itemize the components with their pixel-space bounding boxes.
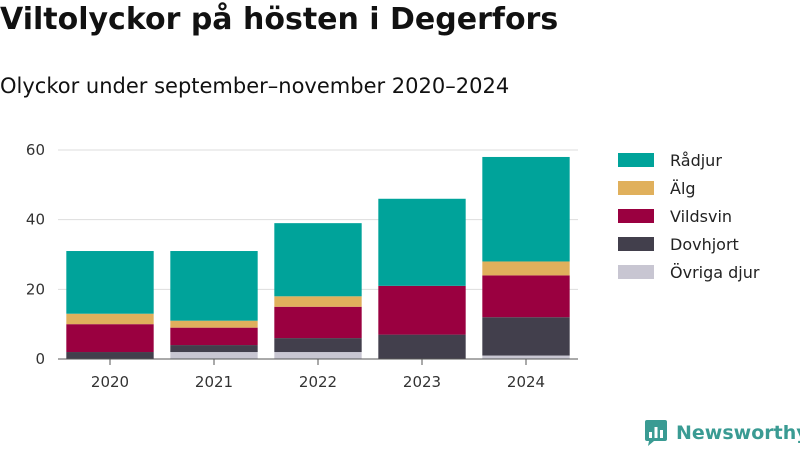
legend-label-alg: Älg — [670, 178, 696, 198]
x-tick-label-2021: 2021 — [195, 373, 233, 391]
bar-2024-vildsvin — [482, 275, 570, 318]
bar-2023-vildsvin — [378, 285, 466, 335]
legend-swatch-dovhjort — [618, 237, 654, 251]
brand-footer: Newsworthy — [644, 419, 800, 447]
bar-2020-alg — [66, 313, 154, 325]
legend-item-alg: Älg — [618, 174, 759, 202]
newsworthy-chart-bubble-icon — [645, 420, 667, 446]
y-tick-label-40: 40 — [26, 211, 45, 229]
bar-2024-alg — [482, 261, 570, 276]
y-tick-label-0: 0 — [35, 350, 45, 368]
bar-2020-vildsvin — [66, 324, 154, 353]
legend-swatch-alg — [618, 181, 654, 195]
bar-2021-ovriga-djur — [170, 352, 258, 359]
bar-2024-dovhjort — [482, 317, 570, 356]
bar-2021-dovhjort — [170, 345, 258, 353]
bar-2023-dovhjort — [378, 334, 466, 359]
legend-label-dovhjort: Dovhjort — [670, 234, 739, 254]
legend-item-ovriga-djur: Övriga djur — [618, 258, 759, 286]
bar-2024-ovriga-djur — [482, 355, 570, 359]
bar-2020-dovhjort — [66, 352, 154, 359]
bar-2022-vildsvin — [274, 306, 362, 339]
legend-swatch-ovriga-djur — [618, 265, 654, 279]
legend-swatch-radjur — [618, 153, 654, 167]
bar-2024-radjur — [482, 156, 570, 262]
x-tick-label-2024: 2024 — [507, 373, 545, 391]
bar-2020-radjur — [66, 251, 154, 314]
brand-name: Newsworthy — [676, 422, 800, 444]
y-tick-label-60: 60 — [26, 141, 45, 159]
y-tick-label-20: 20 — [26, 280, 45, 298]
legend-label-radjur: Rådjur — [670, 150, 722, 170]
bar-2022-alg — [274, 296, 362, 307]
bar-2021-radjur — [170, 251, 258, 321]
bar-2021-vildsvin — [170, 327, 258, 346]
legend-item-radjur: Rådjur — [618, 146, 759, 174]
legend-label-vildsvin: Vildsvin — [670, 206, 733, 226]
legend-item-dovhjort: Dovhjort — [618, 230, 759, 258]
chart-legend: Rådjur Älg Vildsvin Dovhjort Övriga djur — [618, 146, 759, 286]
bar-2022-radjur — [274, 223, 362, 297]
bar-2022-ovriga-djur — [274, 352, 362, 359]
bar-2023-radjur — [378, 198, 466, 286]
legend-swatch-vildsvin — [618, 209, 654, 223]
x-tick-label-2023: 2023 — [403, 373, 441, 391]
bar-2021-alg — [170, 320, 258, 328]
chart-title: Viltolyckor på hösten i Degerfors — [0, 2, 559, 37]
x-tick-label-2020: 2020 — [91, 373, 129, 391]
legend-item-vildsvin: Vildsvin — [618, 202, 759, 230]
bar-2022-dovhjort — [274, 338, 362, 353]
legend-label-ovriga-djur: Övriga djur — [670, 262, 760, 282]
chart-subtitle: Olyckor under september–november 2020–20… — [0, 74, 510, 98]
x-tick-label-2022: 2022 — [299, 373, 337, 391]
